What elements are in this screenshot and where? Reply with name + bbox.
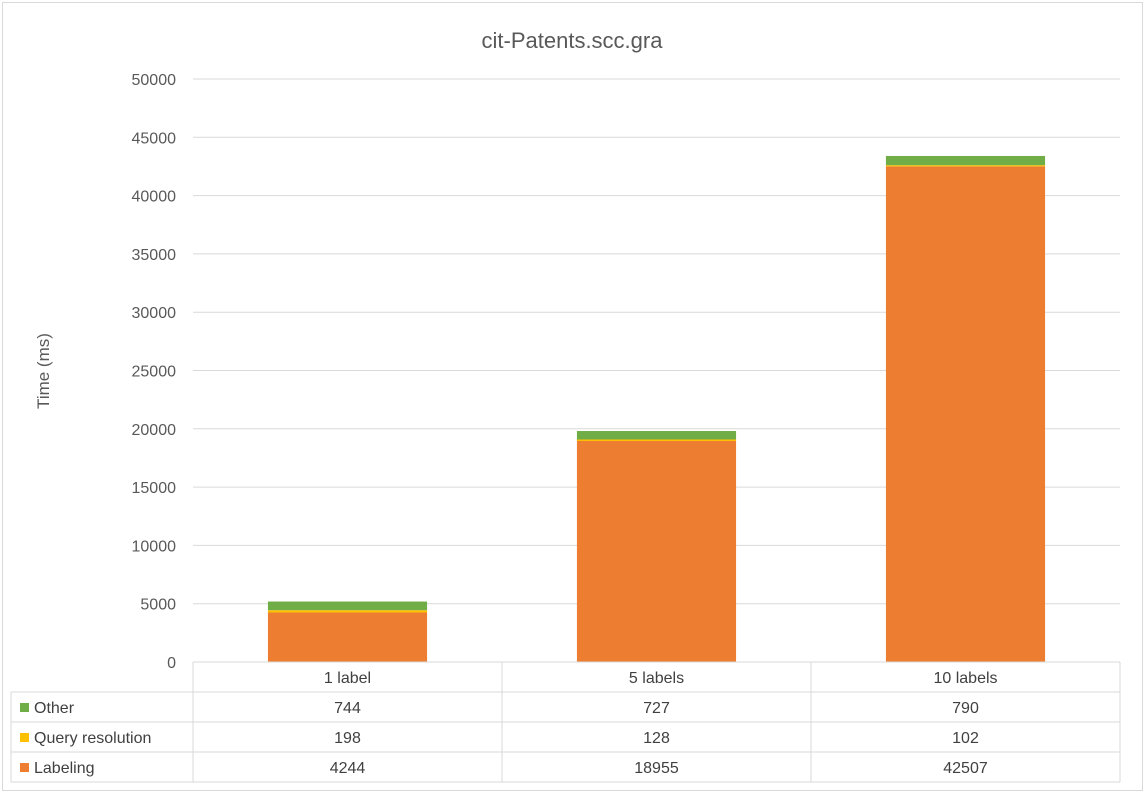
y-tick-label: 35000 (132, 247, 177, 264)
bar-segment-query-resolution (577, 439, 736, 440)
chart-title: cit-Patents.scc.gra (482, 28, 664, 53)
data-label: 198 (334, 730, 361, 747)
legend-entry: Other (34, 700, 75, 717)
y-tick-label: 5000 (140, 597, 176, 614)
bar-segment-labeling (268, 613, 427, 662)
bar-segment-labeling (577, 441, 736, 662)
category-label: 10 labels (933, 670, 997, 687)
bar-segment-other (886, 156, 1045, 165)
chart-svg: cit-Patents.scc.gra Time (ms) 0 5000 10000… (3, 3, 1142, 790)
bar-segment-labeling (886, 166, 1045, 662)
legend-swatch (20, 733, 29, 742)
bar-segment-query-resolution (268, 610, 427, 612)
category-label: 1 label (324, 670, 371, 687)
legend-swatch (20, 703, 29, 712)
legend-swatch (20, 763, 29, 772)
bar-segment-other (577, 431, 736, 439)
y-tick-label: 15000 (132, 480, 177, 497)
bars (268, 156, 1045, 662)
legend-entry: Query resolution (34, 730, 151, 747)
data-label: 102 (952, 730, 979, 747)
y-tick-label: 30000 (132, 305, 177, 322)
y-tick-label: 50000 (132, 72, 177, 89)
legend-entry: Labeling (34, 760, 95, 777)
data-label: 18955 (634, 760, 679, 777)
data-label: 790 (952, 700, 979, 717)
data-label: 42507 (943, 760, 988, 777)
bar-segment-query-resolution (886, 165, 1045, 166)
y-tick-labels: 0 5000 10000 15000 20000 25000 30000 35000 40000… (132, 72, 177, 672)
y-axis-label: Time (ms) (34, 333, 53, 409)
y-tick-label: 45000 (132, 130, 177, 147)
data-label: 744 (334, 700, 361, 717)
data-label: 727 (643, 700, 670, 717)
y-tick-label: 10000 (132, 538, 177, 555)
y-tick-label: 25000 (132, 364, 177, 381)
data-label: 128 (643, 730, 670, 747)
bar-segment-other (268, 602, 427, 611)
data-label: 4244 (330, 760, 366, 777)
y-tick-label: 0 (167, 655, 176, 672)
data-table: 1 label 5 labels 10 labels Other 744 727 790 Qu… (11, 662, 1120, 782)
category-label: 5 labels (629, 670, 684, 687)
y-tick-label: 40000 (132, 189, 177, 206)
y-tick-label: 20000 (132, 422, 177, 439)
